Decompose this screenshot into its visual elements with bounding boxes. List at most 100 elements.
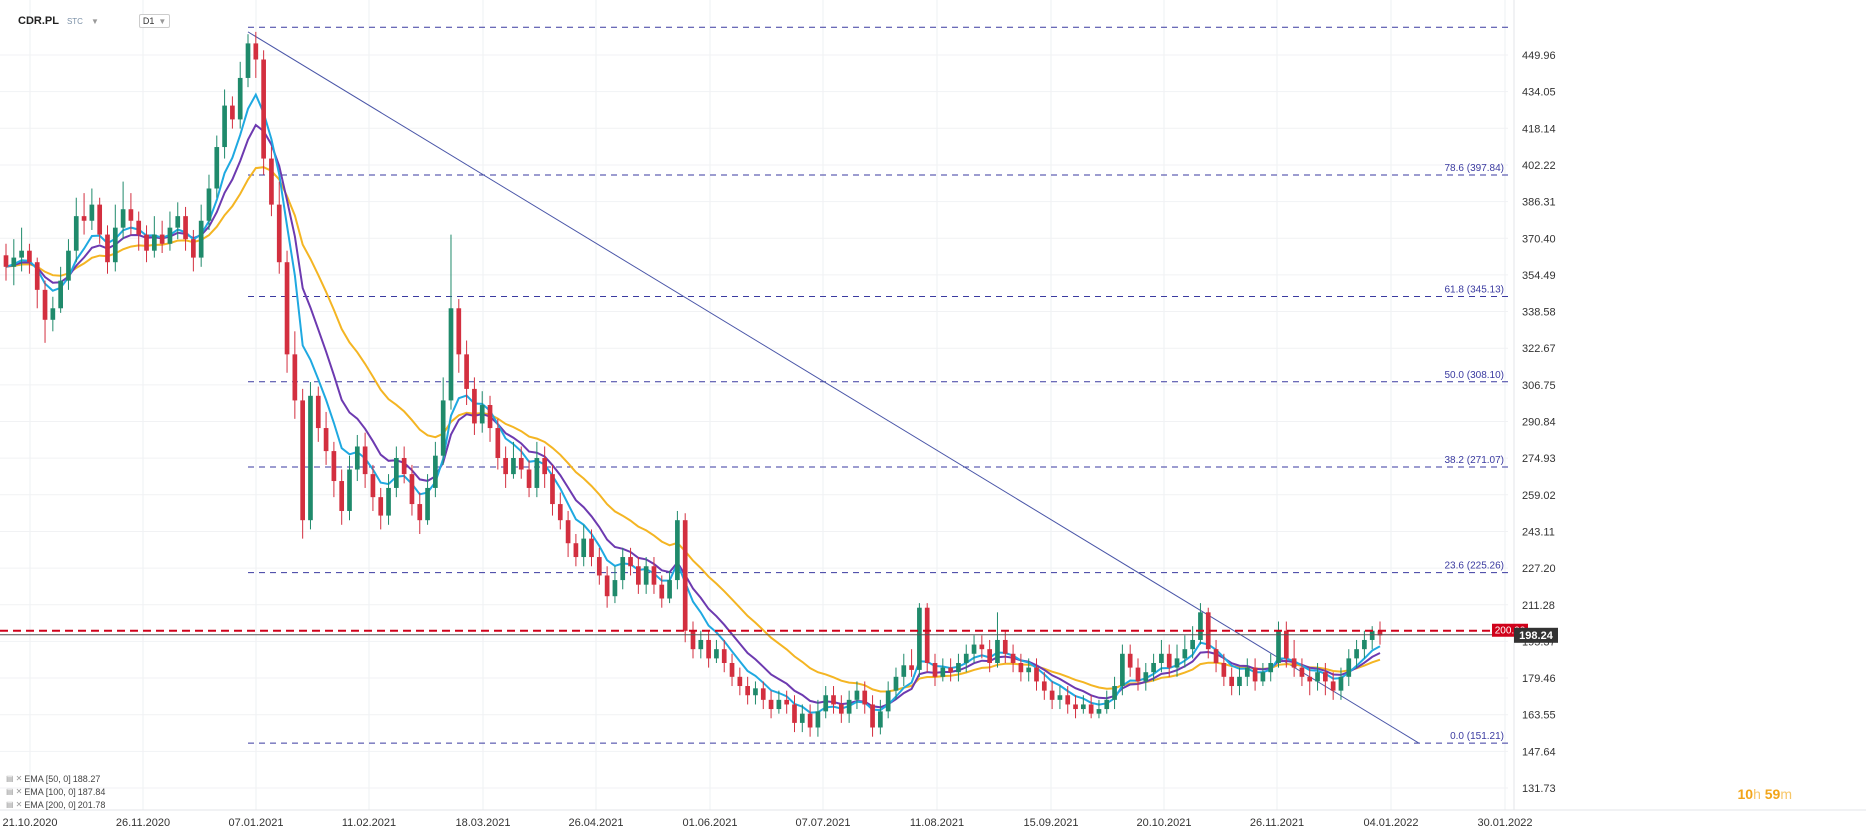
indicator-label: EMA [200, 0] [24, 799, 76, 810]
candle-body [222, 105, 227, 148]
y-tick-label: 322.67 [1522, 343, 1556, 355]
x-tick-label: 26.11.2021 [1250, 817, 1304, 829]
close-icon[interactable]: ✕ [15, 800, 23, 809]
candle-body [34, 262, 40, 290]
candle-body [269, 158, 274, 205]
candle-body [417, 504, 423, 521]
candle-body [721, 649, 727, 663]
candle-body [1073, 704, 1078, 710]
candle-body [776, 699, 782, 710]
candle-body [706, 639, 711, 659]
settings-icon[interactable]: ▤ [6, 774, 14, 783]
candle-body [753, 688, 758, 696]
indicator-row[interactable]: ▤ ✕ EMA [200, 0] 201.78 [6, 798, 105, 811]
candle-body [1190, 639, 1195, 650]
candle-body [300, 400, 306, 521]
candle-body [565, 520, 571, 544]
candle-body [1065, 695, 1071, 705]
candle-body [1026, 667, 1032, 673]
candle-body [1221, 662, 1227, 677]
candle-body [760, 688, 766, 700]
symbol-dropdown-icon[interactable]: ▼ [90, 16, 99, 26]
candle-body [1237, 676, 1242, 687]
x-tick-label: 21.10.2020 [2, 817, 57, 829]
indicator-row[interactable]: ▤ ✕ EMA [100, 0] 187.84 [6, 785, 105, 798]
settings-icon[interactable]: ▤ [6, 800, 14, 809]
candle-body [1354, 649, 1359, 659]
candle-body [3, 255, 9, 267]
candle-body [1182, 649, 1188, 659]
candle-body [1346, 658, 1352, 677]
candle-body [901, 665, 907, 677]
ema-100-line [5, 123, 1381, 709]
candle-body [854, 690, 860, 700]
candle-body [292, 354, 298, 401]
candle-body [995, 639, 1000, 663]
candle-body [479, 405, 485, 424]
countdown-hours: 10 [1737, 786, 1754, 802]
candle-body [237, 77, 243, 120]
candle-body [963, 653, 969, 663]
candle-body [870, 704, 875, 728]
candle-body [1112, 686, 1117, 700]
close-icon[interactable]: ✕ [15, 774, 23, 783]
candle-body [714, 649, 719, 659]
candle-body [198, 220, 204, 258]
fib-label: 23.6 (225.26) [1445, 561, 1505, 572]
candle-body [1018, 662, 1024, 673]
candle-body [433, 455, 438, 488]
candle-body [1143, 672, 1149, 682]
candle-body [323, 428, 329, 452]
candle-body [339, 481, 345, 511]
y-tick-label: 354.49 [1522, 270, 1556, 282]
candle-body [1283, 630, 1289, 659]
candle-body [987, 649, 993, 663]
market-label: STC [66, 16, 83, 26]
candle-body [1002, 639, 1008, 654]
candle-body [191, 239, 196, 258]
x-tick-label: 30.01.2022 [1477, 817, 1532, 829]
candle-body [440, 400, 446, 456]
y-tick-label: 211.28 [1522, 600, 1555, 612]
close-icon[interactable]: ✕ [15, 787, 23, 796]
candle-body [1229, 676, 1235, 687]
candle-body [112, 227, 118, 263]
candle-body [378, 497, 384, 516]
y-tick-label: 131.73 [1522, 783, 1556, 795]
candle-body [308, 395, 313, 521]
candle-body [1135, 667, 1141, 682]
y-tick-label: 163.55 [1522, 710, 1556, 722]
candle-body [1268, 662, 1274, 673]
candle-body [58, 280, 63, 309]
candle-body [917, 607, 922, 670]
candle-body [42, 289, 48, 320]
candle-body [1299, 667, 1305, 677]
x-tick-label: 18.03.2021 [455, 817, 510, 829]
candle-body [409, 474, 415, 505]
y-tick-label: 243.11 [1522, 526, 1555, 538]
countdown-minutes: 59 [1764, 786, 1781, 802]
candle-body [136, 220, 142, 235]
settings-icon[interactable]: ▤ [6, 787, 14, 796]
candle-body [50, 308, 56, 320]
candle-body [1104, 699, 1110, 710]
candle-body [472, 388, 477, 424]
y-tick-label: 290.84 [1522, 417, 1556, 429]
x-tick-label: 04.01.2022 [1363, 817, 1418, 829]
symbol-label[interactable]: CDR.PL [18, 15, 59, 27]
indicator-row[interactable]: ▤ ✕ EMA [50, 0] 188.27 [6, 772, 105, 785]
candle-body [885, 690, 891, 712]
candle-body [971, 644, 977, 654]
candle-body [393, 457, 399, 488]
candle-body [1049, 690, 1055, 700]
candle-body [831, 695, 836, 705]
candle-body [729, 662, 735, 677]
x-tick-label: 15.09.2021 [1023, 817, 1078, 829]
countdown-hours-unit: h [1753, 786, 1761, 802]
indicator-label: EMA [50, 0] [24, 773, 71, 784]
timeframe-selector[interactable]: D1 ▼ [138, 14, 171, 28]
candle-body [495, 428, 501, 458]
candle-body [73, 216, 79, 251]
